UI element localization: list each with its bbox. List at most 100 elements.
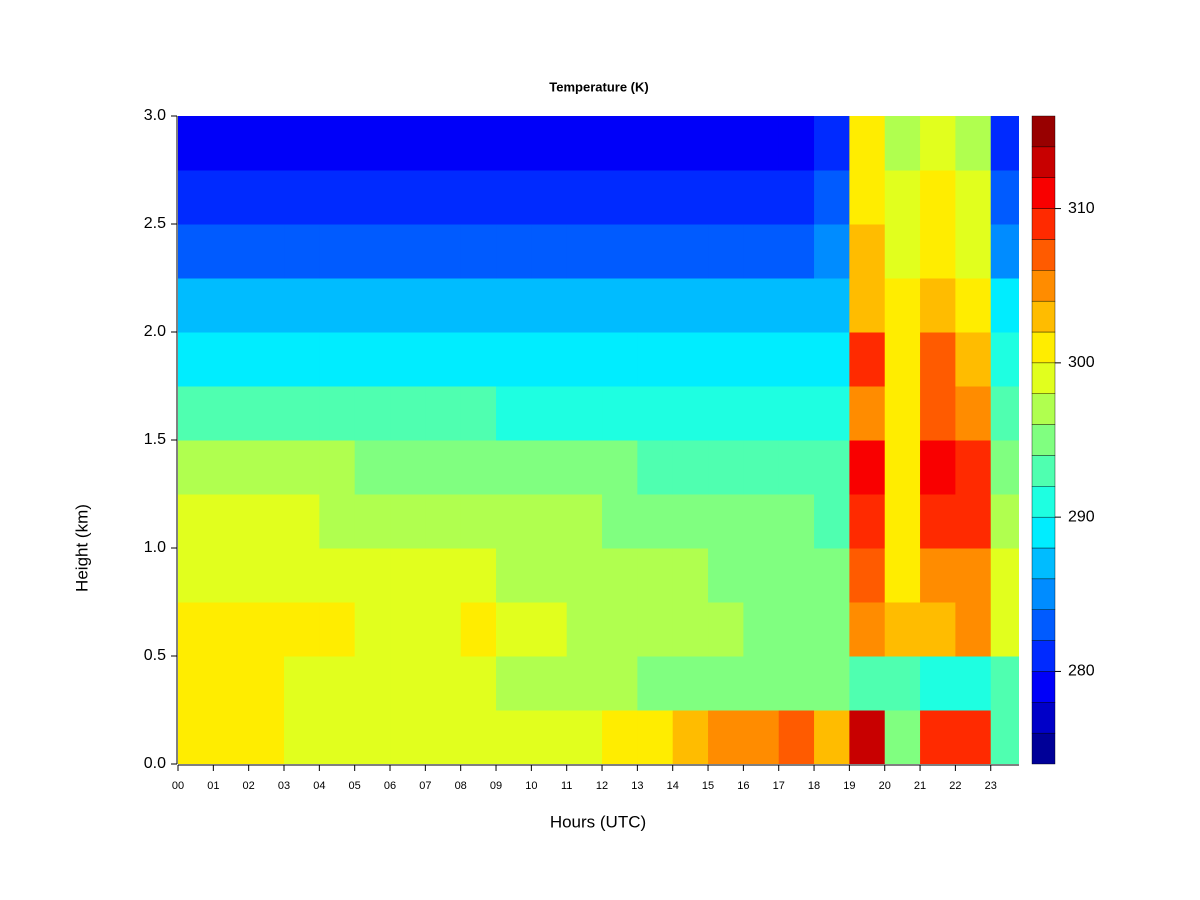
- heatmap-cell: [460, 278, 497, 333]
- heatmap-cell: [920, 332, 956, 387]
- y-axis-label: Height (km): [72, 504, 91, 592]
- heatmap-cell: [425, 278, 462, 333]
- heatmap-cell: [778, 386, 815, 441]
- heatmap-cell: [354, 440, 391, 495]
- heatmap-cell: [814, 278, 850, 333]
- heatmap-cell: [955, 494, 992, 549]
- heatmap-cell: [284, 440, 320, 495]
- heatmap-cell: [248, 548, 285, 603]
- heatmap-cell: [460, 170, 497, 225]
- heatmap-cell: [778, 224, 815, 279]
- heatmap-cell: [778, 440, 815, 495]
- heatmap-cell: [496, 170, 532, 225]
- heatmap-cell: [213, 656, 250, 711]
- heatmap-cell: [884, 656, 921, 711]
- heatmap-cell: [743, 710, 780, 764]
- heatmap-cell: [602, 386, 638, 441]
- heatmap-cell: [637, 602, 674, 657]
- heatmap-cell: [496, 548, 532, 603]
- heatmap-cell: [814, 710, 850, 764]
- heatmap-cell: [990, 710, 1019, 764]
- x-tick-label: 22: [949, 780, 961, 792]
- heatmap-cell: [602, 224, 638, 279]
- heatmap-cell: [213, 332, 250, 387]
- heatmap-cell: [814, 548, 850, 603]
- heatmap-cell: [460, 656, 497, 711]
- heatmap-cell: [990, 440, 1019, 495]
- heatmap-cell: [849, 332, 886, 387]
- heatmap-cell: [284, 116, 320, 171]
- x-tick-label: 16: [737, 780, 749, 792]
- heatmap-cell: [990, 656, 1019, 711]
- heatmap-cell: [708, 278, 744, 333]
- heatmap-cell: [460, 386, 497, 441]
- heatmap-cell: [884, 386, 921, 441]
- colorbar-band: [1031, 486, 1056, 518]
- heatmap-cell: [284, 494, 320, 549]
- heatmap-cell: [354, 656, 391, 711]
- heatmap-cell: [778, 548, 815, 603]
- heatmap-cell: [637, 386, 674, 441]
- heatmap-cell: [531, 224, 568, 279]
- heatmap-cell: [390, 548, 426, 603]
- heatmap-cell: [814, 386, 850, 441]
- heatmap-cell: [390, 386, 426, 441]
- heatmap-cell: [496, 710, 532, 764]
- heatmap-cell: [672, 440, 709, 495]
- x-tick-label: 23: [985, 780, 997, 792]
- heatmap-cell: [496, 440, 532, 495]
- heatmap-cell: [248, 440, 285, 495]
- x-tick-label: 14: [667, 780, 679, 792]
- heatmap-cell: [920, 224, 956, 279]
- heatmap-cell: [920, 494, 956, 549]
- colorbar-tick-label: 280: [1068, 663, 1095, 680]
- heatmap-cell: [425, 710, 462, 764]
- heatmap-cell: [178, 710, 214, 764]
- heatmap-cell: [637, 494, 674, 549]
- heatmap-cell: [743, 548, 780, 603]
- heatmap-cell: [990, 332, 1019, 387]
- heatmap-cell: [531, 602, 568, 657]
- heatmap-cell: [425, 656, 462, 711]
- heatmap-cell: [849, 548, 886, 603]
- heatmap-cell: [531, 656, 568, 711]
- heatmap-cell: [955, 656, 992, 711]
- heatmap-cell: [354, 710, 391, 764]
- y-tick-label: 0.5: [144, 647, 166, 664]
- heatmap-cell: [955, 440, 992, 495]
- heatmap-cell: [496, 332, 532, 387]
- heatmap-cell: [672, 710, 709, 764]
- heatmap-cell: [849, 224, 886, 279]
- y-tick-label: 0.0: [144, 755, 166, 772]
- colorbar-band: [1031, 455, 1056, 487]
- heatmap-cell: [425, 440, 462, 495]
- x-tick-label: 04: [313, 780, 325, 792]
- heatmap-cell: [672, 332, 709, 387]
- heatmap-cell: [213, 116, 250, 171]
- heatmap-cell: [602, 332, 638, 387]
- heatmap-cell: [460, 332, 497, 387]
- heatmap-cell: [496, 224, 532, 279]
- x-tick-label: 20: [879, 780, 891, 792]
- x-tick-label: 10: [525, 780, 537, 792]
- heatmap-cell: [814, 224, 850, 279]
- colorbar-band: [1031, 331, 1056, 364]
- heatmap-cell: [672, 494, 709, 549]
- heatmap-cell: [955, 170, 992, 225]
- heatmap-cell: [778, 494, 815, 549]
- heatmap-cell: [955, 116, 992, 171]
- heatmap-cell: [248, 116, 285, 171]
- heatmap-cell: [178, 224, 214, 279]
- heatmap-cell: [284, 602, 320, 657]
- x-tick-label: 09: [490, 780, 502, 792]
- colorbar-band: [1031, 516, 1056, 549]
- heatmap-cell: [248, 224, 285, 279]
- x-tick-label: 21: [914, 780, 926, 792]
- heatmap-cell: [284, 386, 320, 441]
- heatmap-cell: [884, 170, 921, 225]
- heatmap-cell: [425, 170, 462, 225]
- heatmap-cell: [390, 224, 426, 279]
- colorbar-band: [1031, 578, 1056, 610]
- heatmap-cell: [460, 710, 497, 764]
- heatmap-cell: [814, 602, 850, 657]
